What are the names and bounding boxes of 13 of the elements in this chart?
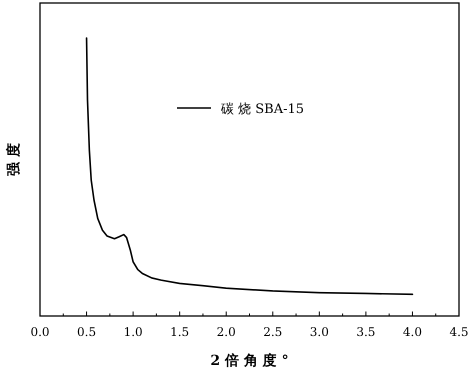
legend-label: 碳 烧 SBA-15 [220, 102, 304, 117]
x-tick-label: 0.0 [30, 325, 50, 339]
x-tick-label: 3.5 [356, 325, 376, 339]
x-axis-title: 2 倍 角 度 ° [210, 352, 289, 369]
x-tick-label: 1.0 [124, 325, 143, 339]
x-tick-label: 3.0 [310, 325, 329, 339]
x-tick-label: 2.0 [216, 325, 236, 339]
x-tick-label: 0.5 [77, 325, 96, 339]
x-tick-label: 1.5 [170, 325, 190, 339]
y-axis-title: 强 度 [5, 143, 22, 176]
x-tick-label: 4.0 [402, 325, 422, 339]
x-tick-label: 2.5 [263, 325, 282, 339]
x-tick-label: 4.5 [449, 325, 469, 339]
